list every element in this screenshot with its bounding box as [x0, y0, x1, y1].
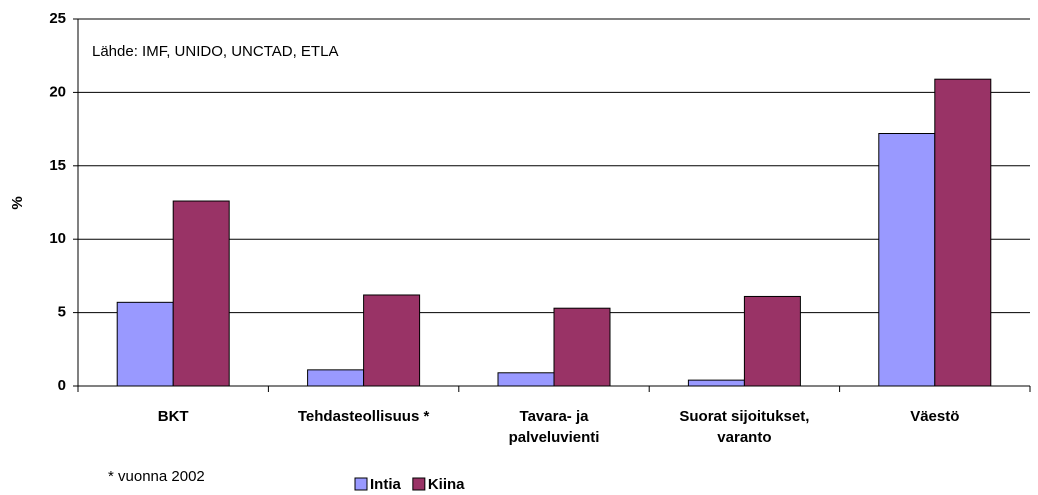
y-axis-label: %	[9, 196, 26, 209]
bar	[363, 294, 421, 387]
bar	[172, 200, 230, 387]
y-tick-label: 20	[49, 83, 66, 100]
legend-label: Kiina	[428, 476, 465, 493]
y-tick-label: 5	[58, 304, 66, 321]
bar	[743, 295, 801, 387]
legend-label: Intia	[370, 476, 401, 493]
bar	[116, 301, 174, 387]
bar	[878, 133, 936, 387]
x-tick-label: Tavara- ja palveluvienti	[508, 408, 600, 446]
x-tick-label: Suorat sijoitukset, varanto	[679, 408, 810, 446]
bar	[307, 369, 365, 387]
legend-swatch	[412, 477, 426, 491]
y-tick-label: 0	[58, 377, 66, 394]
x-tick-label: Väestö	[910, 408, 960, 425]
bar	[687, 379, 745, 387]
x-tick-label: Tehdasteollisuus *	[297, 408, 430, 425]
y-tick-label: 10	[49, 230, 66, 247]
legend-swatch	[354, 477, 368, 491]
y-tick-label: 25	[49, 10, 66, 27]
bar	[934, 78, 992, 387]
bar	[553, 307, 611, 387]
source-note: Lähde: IMF, UNIDO, UNCTAD, ETLA	[92, 43, 338, 60]
x-tick-label: BKT	[157, 408, 189, 425]
y-tick-label: 15	[49, 157, 66, 174]
bar	[497, 372, 555, 387]
footnote: * vuonna 2002	[108, 468, 205, 485]
